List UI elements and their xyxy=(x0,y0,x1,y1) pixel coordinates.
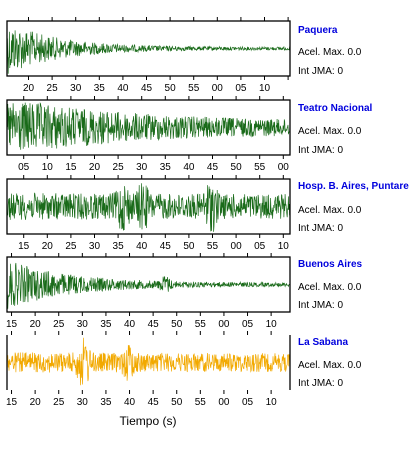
tick-label: 55 xyxy=(188,83,200,94)
tick-label: 25 xyxy=(53,397,65,408)
tick-label: 20 xyxy=(89,162,101,173)
tick-label: 20 xyxy=(30,397,42,408)
tick-label: 10 xyxy=(278,241,290,252)
tick-label: 20 xyxy=(42,241,54,252)
panel-frame xyxy=(6,256,291,313)
waveform-trace xyxy=(6,102,291,150)
tick-label: 00 xyxy=(278,162,290,173)
tick-label: 55 xyxy=(195,397,207,408)
waveform-trace xyxy=(6,30,290,74)
tick-label: 50 xyxy=(171,397,183,408)
tick-label: 25 xyxy=(47,83,59,94)
jma-label-la-sabana: Int JMA: 0 xyxy=(298,378,344,389)
tick-label: 35 xyxy=(100,397,112,408)
tick-label: 30 xyxy=(77,319,89,330)
tick-label: 45 xyxy=(148,397,160,408)
station-name-hosp-b-aires: Hosp. B. Aires, Puntare xyxy=(298,181,409,192)
tick-label: 10 xyxy=(259,83,271,94)
pga-label-paquera: Acel. Max. 0.0 xyxy=(298,47,362,58)
waveform-trace xyxy=(6,183,291,232)
tick-label: 50 xyxy=(183,241,195,252)
tick-label: 00 xyxy=(218,397,230,408)
tick-label: 05 xyxy=(235,83,247,94)
tick-label: 00 xyxy=(212,83,224,94)
tick-label: 35 xyxy=(94,83,106,94)
tick-label: 50 xyxy=(165,83,177,94)
tick-label: 20 xyxy=(23,83,35,94)
station-name-la-sabana: La Sabana xyxy=(298,337,349,348)
panel-frame xyxy=(6,20,291,77)
tick-label: 40 xyxy=(124,397,136,408)
tick-label: 45 xyxy=(141,83,153,94)
station-name-buenos-aires: Buenos Aires xyxy=(298,259,363,270)
pga-label-buenos-aires: Acel. Max. 0.0 xyxy=(298,282,362,293)
station-name-paquera: Paquera xyxy=(298,25,338,36)
tick-label: 10 xyxy=(266,397,278,408)
tick-label: 30 xyxy=(136,162,148,173)
tick-label: 35 xyxy=(100,319,112,330)
jma-label-paquera: Int JMA: 0 xyxy=(298,66,344,77)
tick-label: 45 xyxy=(207,162,219,173)
pga-label-teatro-nacional: Acel. Max. 0.0 xyxy=(298,126,362,137)
tick-label: 40 xyxy=(124,319,136,330)
tick-label: 25 xyxy=(65,241,77,252)
x-axis-label: Tiempo (s) xyxy=(119,414,177,428)
station-name-teatro-nacional: Teatro Nacional xyxy=(298,103,373,114)
tick-label: 55 xyxy=(207,241,219,252)
tick-label: 10 xyxy=(266,319,278,330)
tick-label: 05 xyxy=(242,319,254,330)
tick-label: 15 xyxy=(6,397,18,408)
jma-label-teatro-nacional: Int JMA: 0 xyxy=(298,145,344,156)
tick-label: 55 xyxy=(195,319,207,330)
tick-label: 45 xyxy=(160,241,172,252)
tick-label: 00 xyxy=(218,319,230,330)
tick-label: 15 xyxy=(18,241,30,252)
tick-label: 50 xyxy=(171,319,183,330)
tick-label: 35 xyxy=(160,162,172,173)
jma-label-hosp-b-aires: Int JMA: 0 xyxy=(298,223,344,234)
tick-label: 55 xyxy=(254,162,266,173)
waveform-trace xyxy=(6,262,291,309)
tick-label: 00 xyxy=(231,241,243,252)
tick-label: 05 xyxy=(242,397,254,408)
tick-label: 05 xyxy=(254,241,266,252)
tick-label: 50 xyxy=(231,162,243,173)
tick-label: 25 xyxy=(113,162,125,173)
tick-label: 20 xyxy=(30,319,42,330)
tick-label: 15 xyxy=(6,319,18,330)
tick-label: 30 xyxy=(77,397,89,408)
jma-label-buenos-aires: Int JMA: 0 xyxy=(298,300,344,311)
tick-label: 40 xyxy=(136,241,148,252)
tick-label: 30 xyxy=(70,83,82,94)
tick-label: 35 xyxy=(113,241,125,252)
tick-label: 05 xyxy=(18,162,30,173)
tick-label: 40 xyxy=(117,83,129,94)
tick-label: 45 xyxy=(148,319,160,330)
tick-label: 10 xyxy=(42,162,54,173)
tick-label: 40 xyxy=(183,162,195,173)
tick-label: 25 xyxy=(53,319,65,330)
pga-label-la-sabana: Acel. Max. 0.0 xyxy=(298,360,362,371)
pga-label-hosp-b-aires: Acel. Max. 0.0 xyxy=(298,205,362,216)
panel-frame xyxy=(6,178,291,235)
tick-label: 30 xyxy=(89,241,101,252)
waveform-trace xyxy=(6,337,291,386)
panel-frame xyxy=(6,99,291,156)
tick-label: 15 xyxy=(65,162,77,173)
